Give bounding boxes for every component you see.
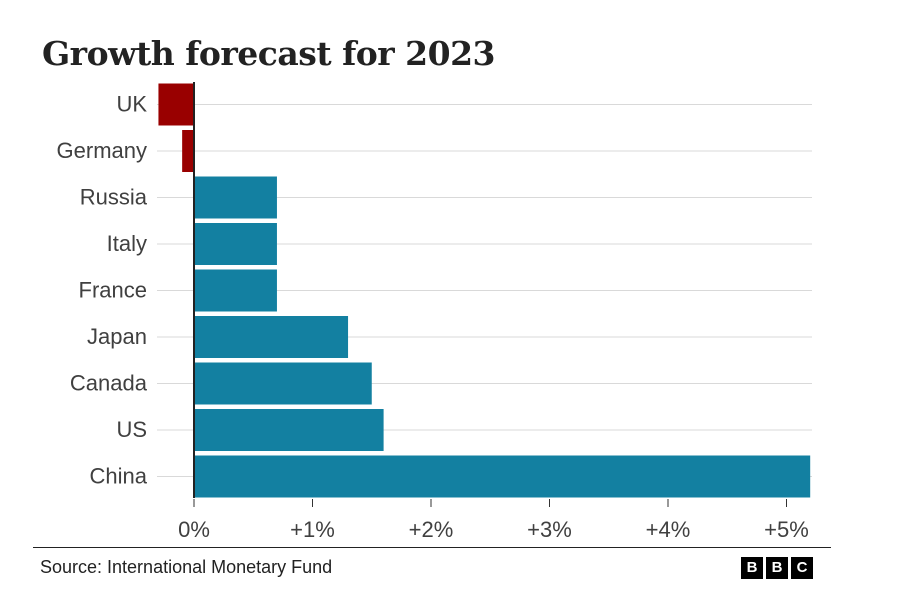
x-tick-label: +4%	[646, 517, 691, 542]
bars	[158, 82, 811, 498]
category-labels: UK Germany Russia Italy France Japan Canada US C…	[57, 92, 148, 489]
x-tick-label: +1%	[290, 517, 335, 542]
bbc-logo: B B C	[741, 557, 813, 579]
logo-letter-b2: B	[766, 557, 788, 579]
category-label-russia: Russia	[80, 185, 148, 210]
logo-letter-c: C	[791, 557, 813, 579]
footer-divider	[33, 547, 831, 548]
bar-chart: UK Germany Russia Italy France Japan Canada US C…	[57, 82, 812, 542]
bar-uk	[158, 83, 194, 126]
logo-letter-b1: B	[741, 557, 763, 579]
x-tick-label: 0%	[178, 517, 210, 542]
x-tick-label: +5%	[764, 517, 809, 542]
chart-title: Growth forecast for 2023	[42, 34, 496, 73]
bar-japan	[194, 316, 349, 358]
bar-germany	[182, 130, 194, 172]
category-label-uk: UK	[116, 92, 147, 117]
bar-russia	[194, 176, 277, 219]
category-label-france: France	[79, 278, 147, 303]
bar-china	[194, 455, 811, 498]
x-tick-label: +2%	[409, 517, 454, 542]
bar-italy	[194, 223, 277, 265]
bar-us	[194, 409, 384, 451]
bar-canada	[194, 362, 372, 405]
category-label-china: China	[90, 464, 148, 489]
category-label-japan: Japan	[87, 324, 147, 349]
category-label-germany: Germany	[57, 138, 147, 163]
x-tick-label: +3%	[527, 517, 572, 542]
category-label-us: US	[116, 417, 147, 442]
bar-france	[194, 269, 277, 312]
source-note: Source: International Monetary Fund	[40, 557, 333, 577]
x-tick-labels: 0% +1% +2% +3% +4% +5%	[178, 499, 809, 542]
category-label-canada: Canada	[70, 371, 148, 396]
category-label-italy: Italy	[107, 231, 147, 256]
